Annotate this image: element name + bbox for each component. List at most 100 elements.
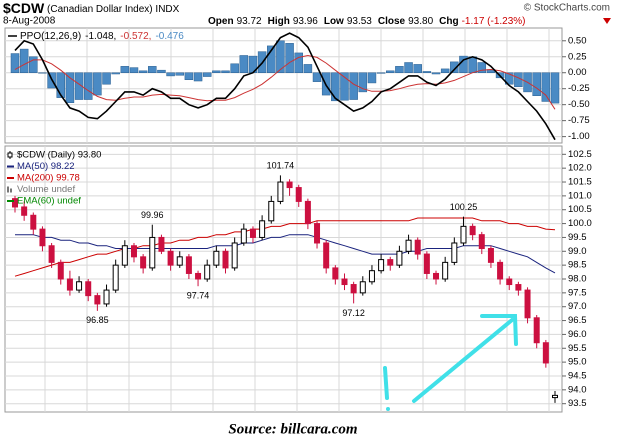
y-tick-label: 93.5 xyxy=(568,398,587,409)
candle-body xyxy=(396,250,403,266)
candle-body xyxy=(350,284,357,294)
quote-value: 93.80 xyxy=(408,16,433,27)
ppo-line xyxy=(14,32,556,141)
histogram-bar xyxy=(230,63,239,73)
y-tick-label: -0.75 xyxy=(568,115,590,126)
chart-header: $CDW (Canadian Dollar Index) INDX xyxy=(3,0,180,16)
candle-body xyxy=(277,181,284,202)
legend-icon xyxy=(10,188,12,193)
histogram-bar xyxy=(38,72,47,74)
candle-body xyxy=(195,272,202,280)
histogram-bar xyxy=(120,66,130,73)
ma200-line xyxy=(14,217,556,277)
plot-layer: 0.50 0.25 0.00 -0.25 -0.50 -0.75 -1.00 PPO(12,2… xyxy=(5,28,592,412)
histogram-bar xyxy=(550,72,560,104)
histogram-bar xyxy=(413,64,422,73)
candle-body xyxy=(57,261,64,280)
candle-body xyxy=(405,239,412,252)
candle-body xyxy=(552,394,558,399)
candle-body xyxy=(76,281,83,291)
extreme-label: 96.85 xyxy=(86,315,109,325)
candle-body xyxy=(176,256,183,266)
histogram-bar xyxy=(340,72,349,101)
candle-body xyxy=(423,253,430,274)
y-tick-label: 97.5 xyxy=(568,287,587,298)
candle-body xyxy=(222,250,229,269)
histogram-bar xyxy=(175,72,184,76)
extreme-label: 99.96 xyxy=(141,210,164,220)
histogram-bar xyxy=(202,72,212,77)
y-tick-label: 98.0 xyxy=(568,274,587,285)
legend-value: -1.048, xyxy=(85,31,116,42)
quote: Open 93.72 High 93.96 Low 93.53 Close 93.80 Chg -… xyxy=(208,16,526,27)
candle-body xyxy=(341,278,348,286)
y-tick-label: 0.25 xyxy=(568,51,587,62)
histogram-bar xyxy=(331,72,340,102)
histogram-bar xyxy=(19,48,29,73)
candle-body xyxy=(240,228,247,244)
histogram-bar xyxy=(468,56,477,73)
histogram-bar xyxy=(138,70,148,73)
histogram-bar xyxy=(93,72,102,96)
candle-body xyxy=(314,223,321,244)
legend-icon xyxy=(7,186,9,193)
y-tick-label: 0.00 xyxy=(568,67,587,78)
histogram-bar xyxy=(541,72,551,102)
y-tick-label: -0.50 xyxy=(568,99,590,110)
candle-body xyxy=(204,264,211,280)
y-tick-label: 94.5 xyxy=(568,370,587,381)
candle-body xyxy=(94,295,101,305)
candle-body xyxy=(140,256,147,269)
legend-entry: $CDW (Daily) 93.80 xyxy=(17,150,101,161)
candle-body xyxy=(359,281,366,294)
legend-value: -0.476 xyxy=(155,31,184,42)
histogram-bar xyxy=(477,62,487,73)
extreme-label: 101.74 xyxy=(267,161,295,171)
extreme-label: 100.25 xyxy=(450,202,478,212)
y-tick-label: 95.5 xyxy=(568,343,587,354)
quote-name: Open xyxy=(208,16,234,27)
quote-name: Low xyxy=(324,16,344,27)
y-tick-label: 99.0 xyxy=(568,246,587,257)
candle-body xyxy=(414,239,421,255)
date: 8-Aug-2008 xyxy=(3,16,56,27)
histogram-bar xyxy=(184,72,194,80)
y-tick-label: 102.5 xyxy=(568,149,592,160)
candle-body xyxy=(121,245,128,266)
symbol: $CDW xyxy=(3,0,45,16)
histogram-bar xyxy=(285,43,294,73)
candle-body xyxy=(30,214,37,230)
y-tick-label: -0.25 xyxy=(568,83,590,94)
candle-body xyxy=(158,236,165,252)
candle-body xyxy=(442,261,449,280)
histogram-bar xyxy=(29,56,38,73)
histogram-bar xyxy=(10,53,20,73)
candle-body xyxy=(85,281,92,297)
legend-entry: Volume undef xyxy=(17,184,75,195)
candle-body xyxy=(231,242,238,269)
histogram-bar xyxy=(148,66,157,73)
candle-body xyxy=(304,200,311,225)
histogram-bar xyxy=(514,72,523,88)
y-tick-label: 100.0 xyxy=(568,218,592,229)
candle-body xyxy=(149,236,156,269)
candle-body xyxy=(460,225,467,244)
candle-body xyxy=(451,242,458,263)
candle-body xyxy=(515,284,522,291)
quote-value: 93.96 xyxy=(293,16,318,27)
histogram-bar xyxy=(239,55,249,73)
candle-body xyxy=(478,234,485,250)
candle-body xyxy=(378,259,385,272)
legend-icon xyxy=(7,152,13,158)
quote-value: -1.17 (-1.23%) xyxy=(462,16,526,27)
candle-body xyxy=(533,317,540,344)
quote-value: 93.53 xyxy=(347,16,372,27)
histogram-bar xyxy=(294,52,303,73)
legend-entry: MA(50) 98.22 xyxy=(17,161,75,172)
ma50-line xyxy=(15,234,556,274)
annotation xyxy=(383,314,518,411)
candle-body xyxy=(433,272,440,280)
histogram-bar xyxy=(303,64,313,73)
quote-name: High xyxy=(268,16,290,27)
candle-body xyxy=(469,225,476,236)
